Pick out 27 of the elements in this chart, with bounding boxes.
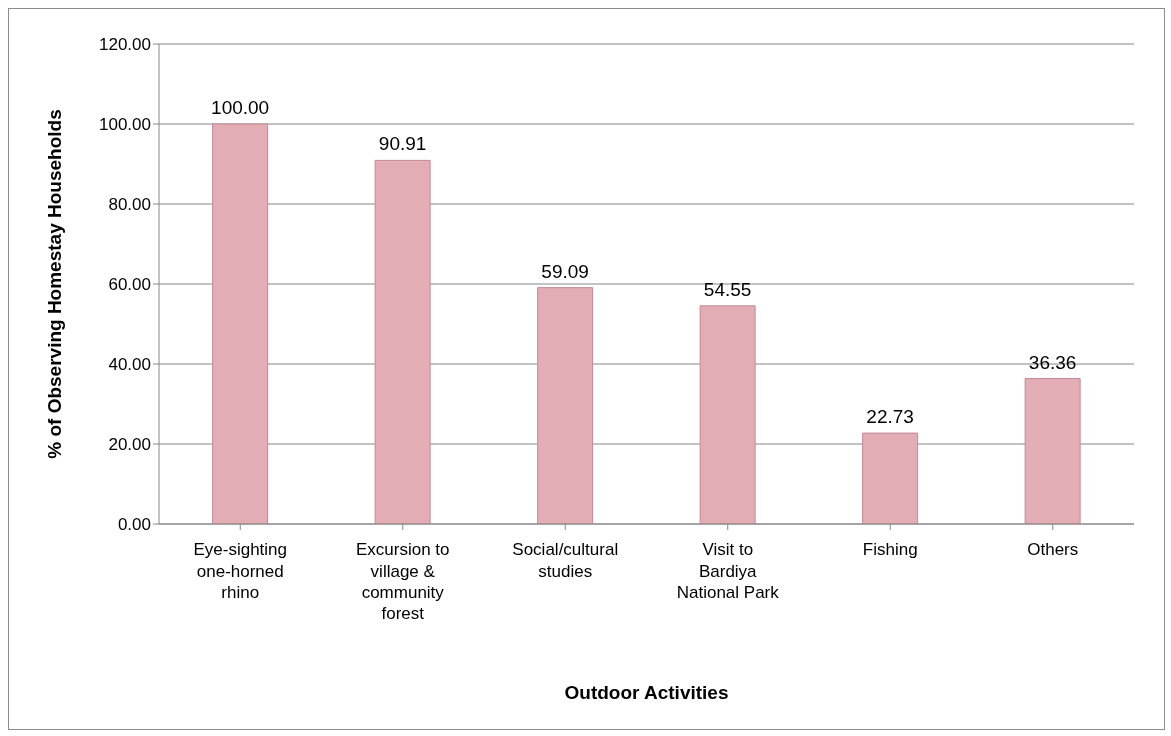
data-label: 54.55 — [703, 278, 752, 300]
x-tick-label: Excursion to village & community forest — [355, 540, 450, 624]
y-tick-label: 100.00 — [99, 115, 151, 135]
x-tick-label: Eye-sighting one-horned rhino — [193, 540, 288, 602]
x-axis-title: Outdoor Activities — [564, 682, 729, 703]
y-tick-label: 0.00 — [117, 515, 151, 535]
bar — [537, 287, 594, 524]
x-tick-label: Fishing — [862, 540, 918, 560]
bar — [862, 432, 919, 524]
y-tick-label: 60.00 — [108, 275, 151, 295]
y-axis-title: % of Observing Homestay Households — [43, 109, 65, 459]
x-tick-label: Visit to Bardiya National Park — [676, 540, 780, 602]
data-label: 100.00 — [211, 97, 270, 118]
bar — [374, 159, 431, 524]
x-tick-label: Others — [1027, 540, 1079, 560]
data-label: 59.09 — [541, 260, 589, 282]
y-tick-label: 120.00 — [99, 35, 151, 55]
data-label: 22.73 — [866, 406, 914, 428]
y-tick-label: 80.00 — [108, 195, 151, 215]
x-tick-label: Social/cultural studies — [512, 540, 619, 581]
data-label: 36.36 — [1028, 351, 1077, 373]
y-tick-label: 40.00 — [108, 355, 151, 375]
bar — [212, 123, 269, 524]
data-label: 90.91 — [378, 133, 427, 155]
y-tick-label: 20.00 — [108, 435, 151, 455]
bar — [699, 305, 756, 524]
bar — [1024, 378, 1081, 524]
